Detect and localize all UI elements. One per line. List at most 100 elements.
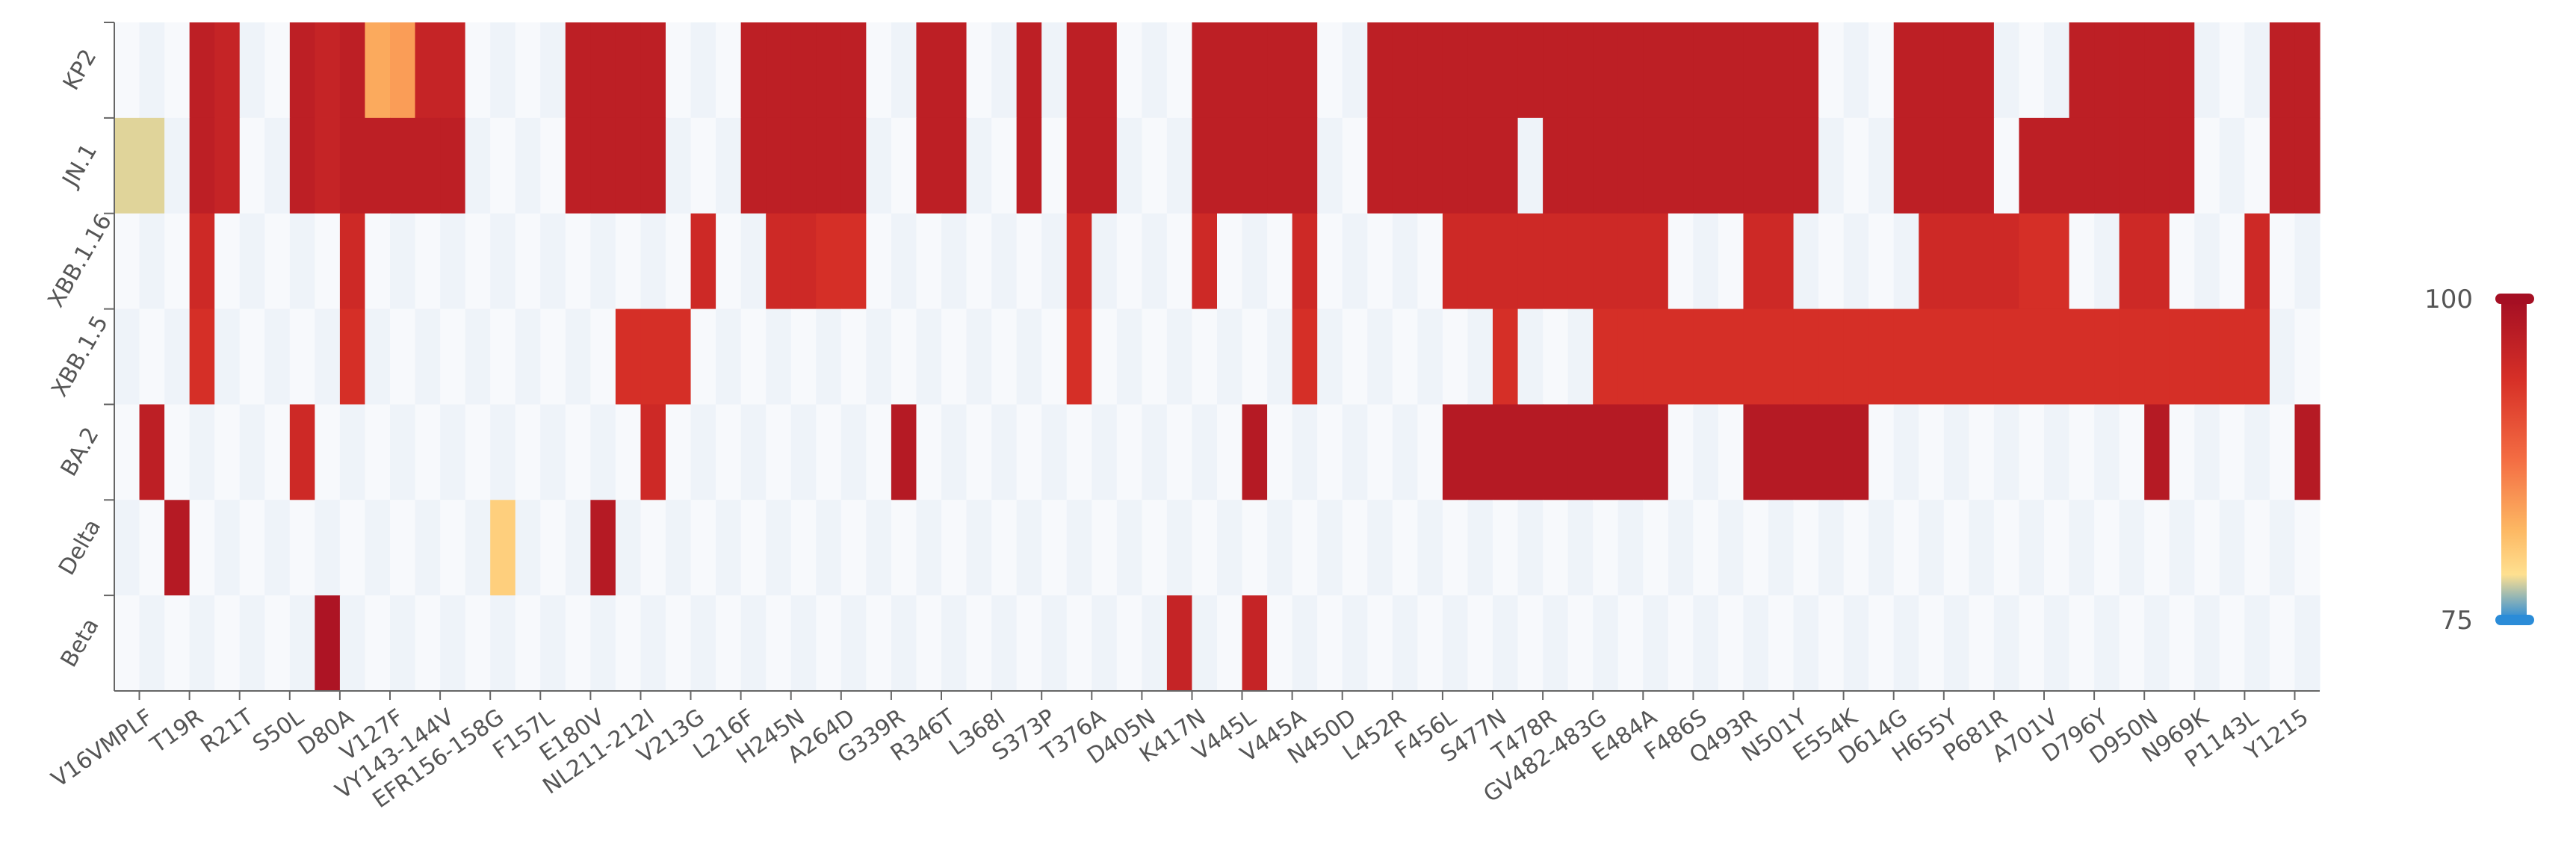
- heatmap-cell[interactable]: [1217, 117, 1243, 214]
- heatmap-cell[interactable]: [1593, 117, 1619, 214]
- heatmap-cell[interactable]: [2069, 213, 2095, 310]
- heatmap-cell[interactable]: [339, 22, 366, 119]
- heatmap-cell[interactable]: [1217, 595, 1243, 692]
- heatmap-cell[interactable]: [1467, 117, 1493, 214]
- heatmap-cell[interactable]: [1417, 404, 1443, 500]
- heatmap-cell[interactable]: [1617, 595, 1644, 692]
- heatmap-cell[interactable]: [164, 404, 191, 500]
- heatmap-cell[interactable]: [1142, 404, 1168, 500]
- heatmap-cell[interactable]: [1166, 213, 1193, 310]
- heatmap-cell[interactable]: [2169, 117, 2195, 214]
- heatmap-cell[interactable]: [2169, 22, 2195, 119]
- heatmap-cell[interactable]: [941, 595, 967, 692]
- heatmap-cell[interactable]: [2169, 404, 2195, 500]
- heatmap-cell[interactable]: [515, 213, 541, 310]
- heatmap-cell[interactable]: [2169, 500, 2195, 596]
- heatmap-cell[interactable]: [2144, 22, 2170, 119]
- heatmap-cell[interactable]: [264, 213, 291, 310]
- heatmap-cell[interactable]: [1919, 117, 1945, 214]
- heatmap-cell[interactable]: [666, 213, 692, 310]
- heatmap-cell[interactable]: [766, 404, 792, 500]
- heatmap-cell[interactable]: [2044, 500, 2070, 596]
- heatmap-cell[interactable]: [2119, 213, 2145, 310]
- heatmap-cell[interactable]: [1392, 500, 1418, 596]
- heatmap-cell[interactable]: [1292, 595, 1318, 692]
- heatmap-cell[interactable]: [540, 22, 566, 119]
- heatmap-cell[interactable]: [1267, 117, 1293, 214]
- heatmap-cell[interactable]: [2019, 500, 2045, 596]
- heatmap-cell[interactable]: [415, 213, 441, 310]
- heatmap-cell[interactable]: [790, 308, 817, 406]
- heatmap-cell[interactable]: [716, 308, 742, 406]
- heatmap-cell[interactable]: [1417, 117, 1443, 214]
- heatmap-cell[interactable]: [339, 404, 366, 500]
- heatmap-cell[interactable]: [740, 117, 767, 214]
- heatmap-cell[interactable]: [1142, 500, 1168, 596]
- heatmap-cell[interactable]: [840, 117, 867, 214]
- heatmap-cell[interactable]: [2019, 22, 2045, 119]
- heatmap-cell[interactable]: [2144, 308, 2170, 406]
- heatmap-cell[interactable]: [465, 213, 491, 310]
- heatmap-cell[interactable]: [1417, 308, 1443, 406]
- heatmap-cell[interactable]: [966, 404, 992, 500]
- heatmap-cell[interactable]: [1543, 117, 1569, 214]
- heatmap-cell[interactable]: [465, 22, 491, 119]
- heatmap-cell[interactable]: [365, 404, 391, 500]
- heatmap-cell[interactable]: [1217, 500, 1243, 596]
- heatmap-cell[interactable]: [2094, 500, 2120, 596]
- heatmap-cell[interactable]: [916, 595, 942, 692]
- heatmap-cell[interactable]: [1818, 22, 1845, 119]
- heatmap-cell[interactable]: [840, 213, 867, 310]
- heatmap-cell[interactable]: [1166, 22, 1193, 119]
- heatmap-cell[interactable]: [690, 500, 716, 596]
- heatmap-cell[interactable]: [1668, 117, 1694, 214]
- heatmap-cell[interactable]: [941, 500, 967, 596]
- heatmap-cell[interactable]: [816, 22, 842, 119]
- heatmap-cell[interactable]: [540, 308, 566, 406]
- heatmap-cell[interactable]: [1517, 308, 1544, 406]
- heatmap-cell[interactable]: [2069, 595, 2095, 692]
- heatmap-cell[interactable]: [264, 22, 291, 119]
- heatmap-cell[interactable]: [1342, 500, 1368, 596]
- heatmap-cell[interactable]: [1267, 404, 1293, 500]
- heatmap-cell[interactable]: [490, 117, 516, 214]
- heatmap-cell[interactable]: [1919, 595, 1945, 692]
- heatmap-cell[interactable]: [740, 404, 767, 500]
- heatmap-cell[interactable]: [1693, 500, 1719, 596]
- heatmap-cell[interactable]: [716, 22, 742, 119]
- heatmap-cell[interactable]: [1467, 595, 1493, 692]
- heatmap-cell[interactable]: [1517, 595, 1544, 692]
- heatmap-cell[interactable]: [1016, 117, 1042, 214]
- heatmap-cell[interactable]: [139, 404, 165, 500]
- heatmap-cell[interactable]: [1643, 308, 1669, 406]
- heatmap-cell[interactable]: [390, 595, 416, 692]
- heatmap-cell[interactable]: [640, 213, 666, 310]
- heatmap-cell[interactable]: [114, 595, 140, 692]
- heatmap-cell[interactable]: [1969, 404, 1995, 500]
- heatmap-cell[interactable]: [916, 500, 942, 596]
- heatmap-cell[interactable]: [1743, 404, 1769, 500]
- heatmap-cell[interactable]: [465, 500, 491, 596]
- heatmap-cell[interactable]: [790, 213, 817, 310]
- heatmap-cell[interactable]: [816, 595, 842, 692]
- heatmap-cell[interactable]: [1267, 22, 1293, 119]
- heatmap-cell[interactable]: [615, 308, 642, 406]
- heatmap-cell[interactable]: [214, 117, 241, 214]
- heatmap-cell[interactable]: [2219, 500, 2245, 596]
- heatmap-cell[interactable]: [2219, 404, 2245, 500]
- heatmap-cell[interactable]: [2094, 404, 2120, 500]
- heatmap-cell[interactable]: [1016, 22, 1042, 119]
- heatmap-cell[interactable]: [365, 595, 391, 692]
- heatmap-cell[interactable]: [1292, 308, 1318, 406]
- heatmap-cell[interactable]: [1919, 500, 1945, 596]
- heatmap-cell[interactable]: [1092, 308, 1118, 406]
- heatmap-cell[interactable]: [1693, 308, 1719, 406]
- heatmap-cell[interactable]: [991, 595, 1018, 692]
- heatmap-cell[interactable]: [440, 308, 466, 406]
- heatmap-cell[interactable]: [1116, 404, 1142, 500]
- heatmap-cell[interactable]: [1166, 500, 1193, 596]
- heatmap-cell[interactable]: [1066, 404, 1092, 500]
- heatmap-cell[interactable]: [941, 308, 967, 406]
- heatmap-cell[interactable]: [1693, 117, 1719, 214]
- heatmap-cell[interactable]: [490, 22, 516, 119]
